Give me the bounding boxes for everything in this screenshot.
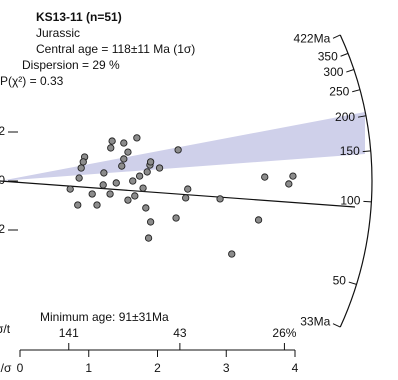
y-tick-label: 0 (0, 173, 5, 187)
data-point (99, 181, 107, 189)
x-axis-label: 1/σ (0, 361, 12, 375)
data-point (228, 250, 236, 258)
chart-title: KS13-11 (n=51) (36, 10, 122, 24)
age-tick-label: 200 (335, 110, 355, 124)
y-tick-label: 2 (0, 124, 5, 138)
x-tick-label: 2 (154, 361, 161, 375)
annotation: Central age = 118±11 Ma (1σ) (36, 42, 195, 56)
data-point (112, 179, 120, 187)
data-point (155, 164, 164, 172)
annotation: Jurassic (36, 26, 80, 40)
age-tick-label: 50 (333, 273, 347, 287)
data-point (66, 185, 74, 193)
data-point (143, 168, 151, 176)
data-point (172, 214, 180, 222)
data-point (75, 174, 83, 182)
age-tick-label: 250 (329, 85, 349, 99)
age-tick (332, 34, 341, 39)
annotation: P(χ²) = 0.33 (0, 74, 64, 88)
age-tick (357, 115, 366, 118)
data-point (88, 190, 96, 198)
data-point (124, 148, 132, 156)
age-arc (339, 34, 373, 328)
central-age-band (0, 112, 365, 181)
age-tick (362, 150, 371, 153)
data-point (77, 164, 85, 172)
data-point (120, 139, 128, 147)
age-tick (340, 52, 349, 57)
data-point (118, 162, 126, 170)
annotation: Dispersion = 29 % (22, 58, 120, 72)
data-point (182, 194, 190, 202)
age-tick-label: 100 (340, 193, 360, 207)
data-point (93, 201, 101, 209)
data-point (146, 158, 155, 166)
data-point (133, 134, 141, 142)
x-tick-label: 0 (17, 361, 24, 375)
data-point (106, 190, 114, 198)
data-point (285, 180, 293, 188)
data-point (289, 172, 297, 180)
age-tick-label: 150 (340, 144, 360, 158)
data-point (129, 177, 137, 185)
x-tick-label: 3 (223, 361, 230, 375)
data-point (216, 195, 224, 203)
age-tick-label: 350 (318, 50, 338, 64)
age-tick (352, 89, 361, 93)
data-point (108, 137, 116, 145)
age-tick (332, 323, 341, 328)
age-tick-label: 300 (323, 65, 343, 79)
data-point (146, 218, 155, 226)
y-tick-label: -2 (0, 222, 5, 236)
x-tick-label: 4 (292, 361, 299, 375)
age-tick (348, 281, 357, 285)
data-point (79, 158, 87, 166)
data-point (124, 196, 132, 204)
x2-tick-label: 141 (59, 326, 79, 340)
data-point (261, 173, 269, 181)
x2-axis-label: σ/t (0, 322, 11, 336)
age-tick-label: 33Ma (300, 315, 330, 329)
x2-tick-label: 26% (272, 326, 296, 340)
data-point (139, 184, 147, 192)
annotation: Minimum age: 91±31Ma (40, 310, 169, 324)
data-point (107, 144, 115, 152)
data-point (142, 204, 150, 212)
data-point (131, 192, 139, 200)
x2-tick-label: 43 (173, 326, 187, 340)
minimum-age-line (0, 180, 356, 208)
data-point (144, 234, 153, 242)
x-tick-label: 1 (85, 361, 92, 375)
data-point (74, 201, 82, 209)
data-point (254, 216, 263, 224)
data-point (135, 172, 144, 180)
age-tick (346, 69, 355, 73)
data-point (174, 146, 182, 154)
data-point (100, 169, 108, 177)
data-point (184, 185, 192, 193)
data-point (120, 155, 128, 163)
age-tick-label: 422Ma (294, 32, 331, 46)
